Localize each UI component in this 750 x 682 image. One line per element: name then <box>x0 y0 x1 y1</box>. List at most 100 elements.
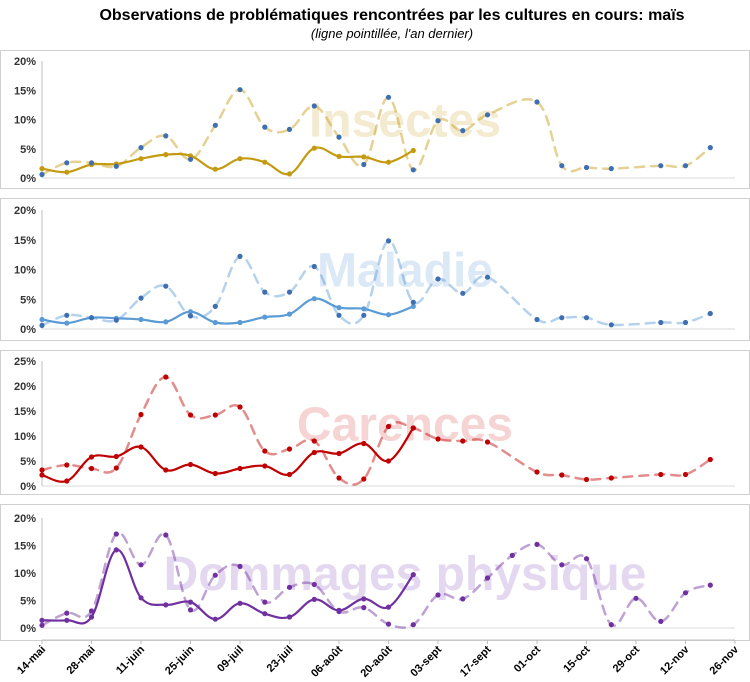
data-point-current-year <box>64 169 70 175</box>
data-point-last-year <box>658 471 664 478</box>
data-point-last-year <box>658 163 664 169</box>
data-point-last-year <box>435 436 441 442</box>
data-point-last-year <box>559 562 565 568</box>
data-point-last-year <box>39 467 45 473</box>
data-point-current-year <box>113 453 119 460</box>
data-point-last-year <box>237 87 243 93</box>
data-point-current-year <box>237 465 243 472</box>
data-point-current-year <box>410 147 416 154</box>
data-point-last-year <box>336 475 342 481</box>
data-point-last-year <box>385 423 392 430</box>
data-point-last-year <box>212 412 218 418</box>
data-point-last-year <box>361 605 367 611</box>
data-point-last-year <box>212 303 218 309</box>
data-point-last-year <box>707 145 713 151</box>
y-tick-label: 5% <box>20 294 36 306</box>
panel-watermark-label: Dommages physique <box>164 548 647 601</box>
data-point-last-year <box>534 316 540 323</box>
data-point-current-year <box>286 614 293 620</box>
data-point-last-year <box>707 582 713 588</box>
y-tick-label: 0% <box>20 173 36 185</box>
data-point-last-year <box>460 290 466 296</box>
data-point-last-year <box>534 99 540 105</box>
data-point-current-year <box>262 314 268 320</box>
data-point-last-year <box>385 621 392 627</box>
y-tick-label: 0% <box>20 324 36 336</box>
data-point-current-year <box>311 296 317 302</box>
data-point-current-year <box>311 145 317 151</box>
data-point-last-year <box>237 563 243 570</box>
y-tick-label: 10% <box>14 265 36 277</box>
data-point-last-year <box>113 531 119 537</box>
panel-watermark-label: Insectes <box>309 95 501 148</box>
panel-dommages-physique: Dommages physique 0% 5% 10% 15% 20% <box>0 504 750 641</box>
data-point-last-year <box>88 608 95 614</box>
data-point-last-year <box>88 315 95 321</box>
chart-title: Observations de problématiques rencontré… <box>99 7 684 24</box>
y-tick-label: 15% <box>14 85 36 97</box>
data-point-last-year <box>633 595 639 601</box>
data-point-current-year <box>163 152 169 158</box>
data-point-last-year <box>138 562 144 568</box>
data-point-last-year <box>286 289 293 295</box>
series-line-current-year <box>40 297 415 325</box>
data-point-last-year <box>583 476 590 483</box>
data-point-last-year <box>39 171 45 178</box>
data-point-last-year <box>682 163 689 169</box>
data-point-last-year <box>39 622 45 628</box>
data-point-current-year <box>138 316 144 323</box>
data-point-last-year <box>682 471 689 478</box>
y-tick-label: 10% <box>14 431 36 443</box>
data-point-last-year <box>237 253 243 259</box>
data-point-last-year <box>410 425 416 431</box>
data-point-last-year <box>336 134 342 140</box>
data-point-current-year <box>385 604 392 610</box>
data-point-current-year <box>262 159 268 165</box>
data-point-last-year <box>608 475 614 481</box>
data-point-last-year <box>608 322 614 328</box>
data-point-last-year <box>163 532 169 538</box>
data-point-last-year <box>707 456 713 463</box>
y-tick-label: 10% <box>14 568 36 580</box>
data-point-last-year <box>138 295 144 301</box>
data-point-last-year <box>138 145 144 151</box>
data-point-last-year <box>311 581 317 588</box>
data-point-last-year <box>336 608 342 615</box>
data-point-last-year <box>212 572 218 578</box>
data-point-last-year <box>484 112 491 118</box>
chart-subtitle: (ligne pointillée, l'an dernier) <box>311 26 473 41</box>
data-point-last-year <box>460 128 466 134</box>
data-point-current-year <box>187 461 194 468</box>
y-tick-label: 20% <box>14 513 36 525</box>
data-point-last-year <box>187 313 194 319</box>
data-point-last-year <box>658 319 664 326</box>
data-point-current-year <box>385 159 392 165</box>
data-point-last-year <box>286 446 293 452</box>
data-point-current-year <box>212 319 218 326</box>
data-point-last-year <box>262 448 268 454</box>
y-tick-label: 20% <box>14 381 36 393</box>
data-point-current-year <box>212 616 218 622</box>
data-point-last-year <box>286 584 293 590</box>
data-point-current-year <box>187 599 194 605</box>
data-point-last-year <box>88 160 95 166</box>
data-point-last-year <box>163 374 169 380</box>
data-point-last-year <box>583 164 590 171</box>
data-point-current-year <box>361 306 367 312</box>
panel-watermark-label: Maladie <box>317 245 493 298</box>
data-point-last-year <box>39 322 45 328</box>
data-point-current-year <box>336 450 342 457</box>
data-point-current-year <box>138 595 144 601</box>
data-point-current-year <box>64 478 70 484</box>
data-point-last-year <box>311 103 317 109</box>
data-point-last-year <box>658 618 664 625</box>
data-point-current-year <box>237 319 243 326</box>
data-point-last-year <box>113 317 119 323</box>
data-point-last-year <box>262 289 268 295</box>
data-point-last-year <box>410 622 416 628</box>
data-point-last-year <box>64 312 70 318</box>
data-point-current-year <box>385 312 392 318</box>
data-point-last-year <box>361 476 367 482</box>
